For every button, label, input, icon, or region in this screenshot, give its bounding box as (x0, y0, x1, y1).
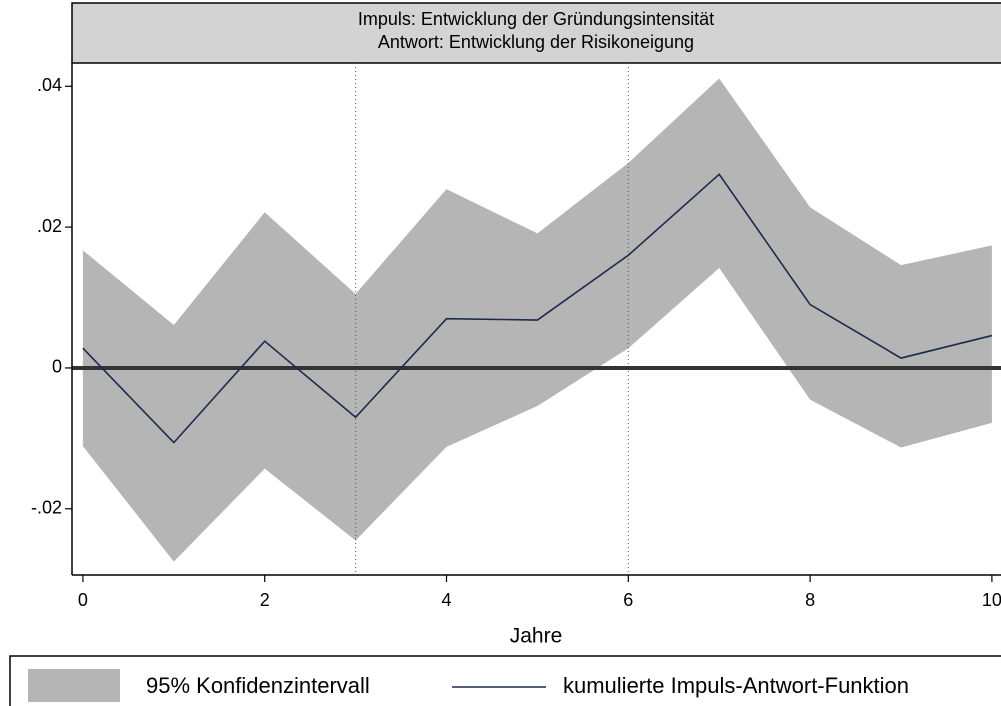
chart-subtitle: Antwort: Entwicklung der Risikoneigung (378, 32, 694, 52)
y-tick-label: -.02 (31, 498, 62, 518)
y-tick-label: 0 (52, 357, 62, 377)
x-tick-label: 10 (982, 590, 1001, 610)
x-tick-label: 8 (805, 590, 815, 610)
y-tick-label: .04 (37, 75, 62, 95)
x-axis-label: Jahre (510, 625, 563, 648)
irf-line (82, 173, 993, 444)
legend-label: kumulierte Impuls-Antwort-Funktion (563, 673, 909, 698)
title-band (71, 2, 1001, 64)
chart-title: Impuls: Entwicklung der Gründungsintensi… (358, 9, 714, 29)
x-tick-label: 0 (78, 590, 88, 610)
x-tick-label: 2 (260, 590, 270, 610)
x-tick-label: 6 (623, 590, 633, 610)
legend-swatch (28, 669, 120, 702)
x-tick-label: 4 (442, 590, 452, 610)
y-tick-label: .02 (37, 216, 62, 236)
legend (9, 655, 1001, 706)
legend-label: 95% Konfidenzintervall (146, 673, 370, 698)
